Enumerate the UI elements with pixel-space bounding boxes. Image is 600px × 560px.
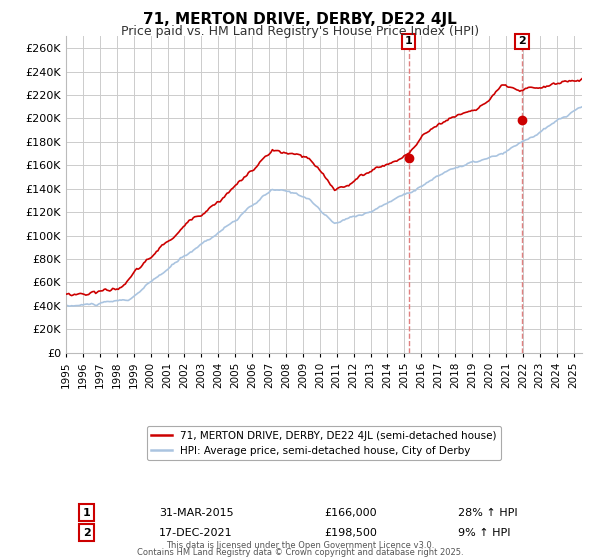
Text: Contains HM Land Registry data © Crown copyright and database right 2025.: Contains HM Land Registry data © Crown c… <box>137 548 463 557</box>
Text: 9% ↑ HPI: 9% ↑ HPI <box>458 528 511 538</box>
Text: This data is licensed under the Open Government Licence v3.0.: This data is licensed under the Open Gov… <box>166 541 434 550</box>
Text: 2: 2 <box>83 528 91 538</box>
Text: Price paid vs. HM Land Registry's House Price Index (HPI): Price paid vs. HM Land Registry's House … <box>121 25 479 38</box>
Text: 71, MERTON DRIVE, DERBY, DE22 4JL: 71, MERTON DRIVE, DERBY, DE22 4JL <box>143 12 457 27</box>
Legend: 71, MERTON DRIVE, DERBY, DE22 4JL (semi-detached house), HPI: Average price, sem: 71, MERTON DRIVE, DERBY, DE22 4JL (semi-… <box>147 426 501 460</box>
Text: 17-DEC-2021: 17-DEC-2021 <box>159 528 233 538</box>
Text: 2: 2 <box>518 36 526 46</box>
Text: 28% ↑ HPI: 28% ↑ HPI <box>458 507 518 517</box>
Text: 31-MAR-2015: 31-MAR-2015 <box>159 507 233 517</box>
Text: 1: 1 <box>405 36 412 46</box>
Text: £166,000: £166,000 <box>324 507 377 517</box>
Text: £198,500: £198,500 <box>324 528 377 538</box>
Text: 1: 1 <box>83 507 91 517</box>
